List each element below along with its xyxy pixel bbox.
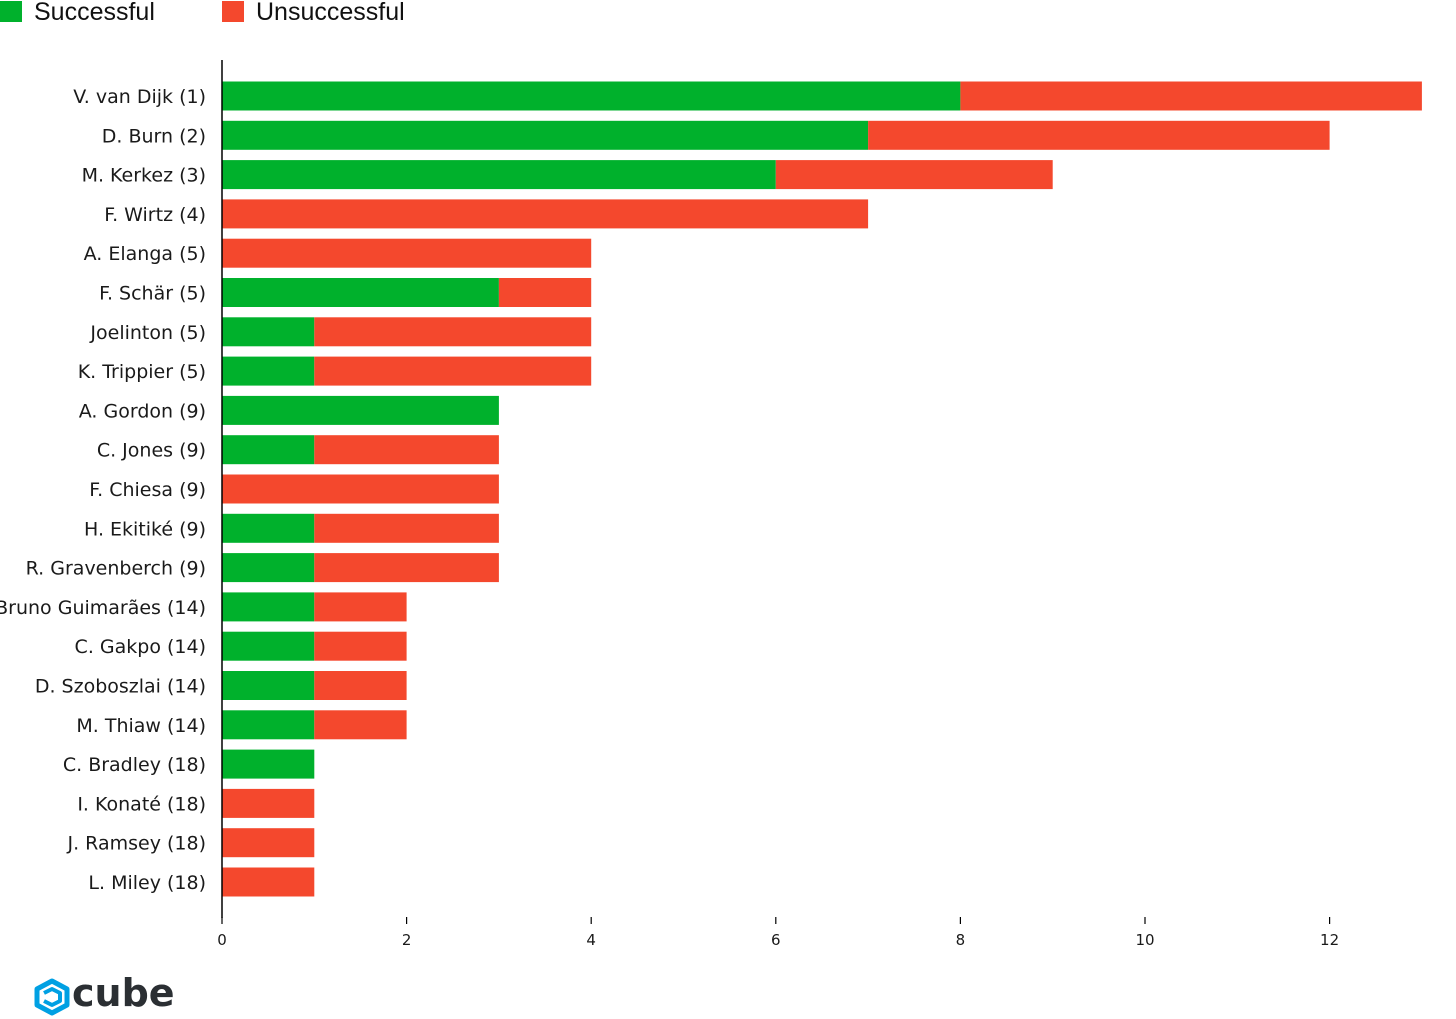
bar-unsuccessful [314,356,592,386]
category-label: R. Gravenberch (9) [26,558,206,580]
legend-label-unsuccessful: Unsuccessful [256,0,405,26]
category-label: H. Ekitiké (9) [84,518,206,540]
category-label: L. Miley (18) [88,872,206,894]
cube-logo: cube [34,971,175,1016]
logo-text: cube [72,971,175,1015]
x-axis-ticks: 0 2 4 6 8 10 12 [217,917,1339,949]
bar-unsuccessful [314,592,407,622]
category-label: D. Szoboszlai (14) [35,676,206,698]
bar-unsuccessful [222,199,869,229]
x-tick-label: 6 [771,931,781,949]
bar-successful [222,317,315,347]
bar-unsuccessful [222,788,315,818]
x-tick-label: 8 [956,931,966,949]
bar-successful [222,553,315,583]
bar-unsuccessful [222,867,315,897]
bar-unsuccessful [314,435,499,465]
bar-successful [222,120,869,150]
bar-unsuccessful [222,238,592,268]
bar-successful [222,356,315,386]
category-label: I. Konaté (18) [77,793,206,815]
bar-unsuccessful [314,631,407,661]
bar-successful [222,710,315,740]
x-tick-label: 10 [1135,931,1154,949]
bar-unsuccessful [222,474,499,504]
bar-unsuccessful [222,828,315,858]
category-label: F. Chiesa (9) [89,479,206,501]
category-label: M. Kerkez (3) [82,165,206,187]
category-label: V. van Dijk (1) [73,86,206,108]
bar-unsuccessful [314,671,407,700]
category-label: A. Elanga (5) [84,243,206,265]
bar-successful [222,631,315,661]
x-tick-label: 4 [586,931,596,949]
bar-successful [222,81,961,111]
bar-unsuccessful [498,278,592,307]
bar-unsuccessful [314,317,592,347]
category-label: F. Schär (5) [99,283,206,305]
category-label: C. Gakpo (14) [75,636,206,658]
cube-logo-icon [34,978,70,1016]
category-label: F. Wirtz (4) [104,204,206,226]
category-label: M. Thiaw (14) [76,715,206,737]
bar-unsuccessful [314,710,407,740]
bar-unsuccessful [960,81,1422,111]
category-label: A. Gordon (9) [79,400,206,422]
category-label: C. Bradley (18) [63,754,206,776]
bar-successful [222,435,315,465]
category-label: Joelinton (5) [89,322,206,344]
category-label: K. Trippier (5) [78,361,206,383]
category-label: D. Burn (2) [102,125,206,147]
bar-unsuccessful [775,160,1053,190]
category-label: J. Ramsey (18) [67,833,207,855]
bar-successful [222,160,776,190]
bars-group [222,81,1422,897]
bar-unsuccessful [868,120,1330,150]
category-label: C. Jones (9) [97,440,206,462]
category-labels: V. van Dijk (1) D. Burn (2) M. Kerkez (3) F… [0,86,206,894]
category-label: Bruno Guimarães (14) [0,597,206,619]
legend: Successful Unsuccessful [0,0,405,26]
legend-label-successful: Successful [34,0,155,26]
bar-unsuccessful [314,553,499,583]
bar-successful [222,749,315,779]
bar-unsuccessful [314,513,499,543]
legend-swatch-successful [0,1,22,22]
x-tick-label: 12 [1320,931,1339,949]
bar-successful [222,671,315,700]
bar-successful [222,395,499,425]
x-tick-label: 2 [402,931,412,949]
bar-successful [222,513,315,543]
x-tick-label: 0 [217,931,227,949]
bar-successful [222,278,499,307]
bar-successful [222,592,315,622]
legend-swatch-unsuccessful [222,1,244,22]
